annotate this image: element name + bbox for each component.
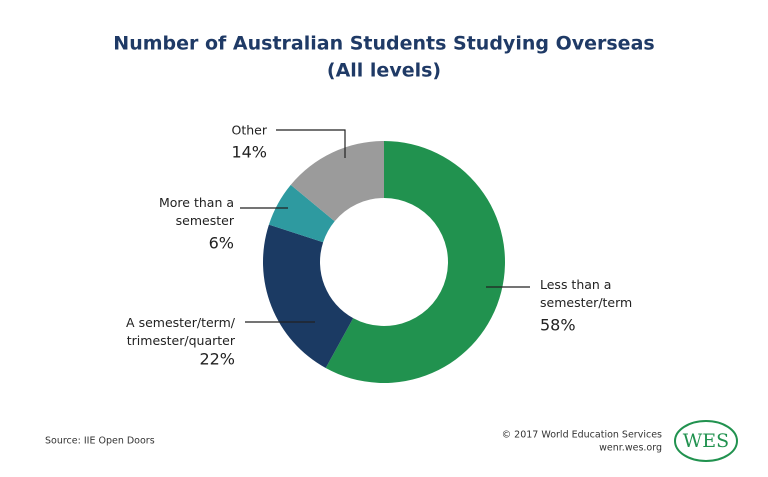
value-label: 6% <box>209 234 234 253</box>
donut-slice <box>325 141 506 383</box>
chart-title: Number of Australian Students Studying O… <box>113 33 654 55</box>
value-label: 14% <box>231 143 267 162</box>
donut-slice <box>290 141 384 222</box>
logo: WES <box>683 430 729 452</box>
chart-subtitle: (All levels) <box>327 60 441 82</box>
source: Source: IIE Open Doors <box>45 436 155 447</box>
value-label: 58% <box>540 316 576 335</box>
site: wenr.wes.org <box>599 443 662 454</box>
value-label: 22% <box>199 350 235 369</box>
leader-line <box>276 129 346 158</box>
logo-ring <box>674 420 738 462</box>
copyright: © 2017 World Education Services <box>502 430 662 441</box>
slice-label: Less than a semester/term <box>540 277 632 310</box>
slice-label: Other <box>232 123 268 138</box>
slice-label: More than a semester <box>159 195 235 228</box>
slice-label: A semester/term/trimester/quarter <box>126 315 236 348</box>
donut-slice <box>268 184 335 243</box>
donut-slice <box>263 224 354 369</box>
